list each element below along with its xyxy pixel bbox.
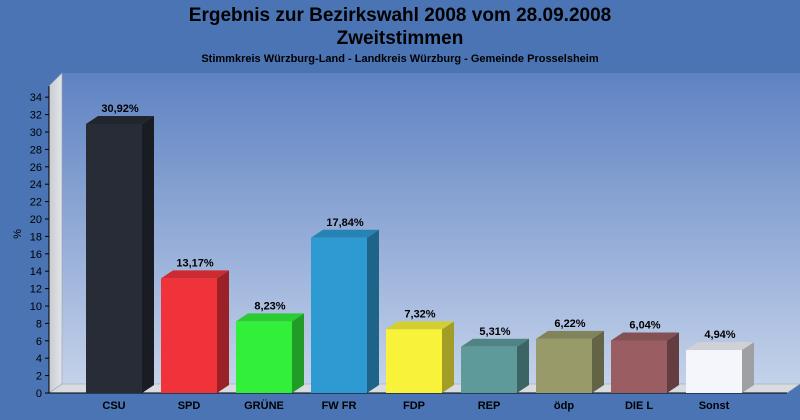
bar-side [142,115,154,393]
bar-ödp: 6,22% ödp [536,318,604,412]
y-tick-label: 26 [30,162,42,174]
bar-fdp: 7,32% FDP [386,308,454,412]
bar [686,350,742,393]
y-tick-label: 24 [30,179,42,191]
data-label: 5,31% [479,326,510,338]
bar [161,278,217,393]
bar [461,346,517,393]
data-label: 17,84% [326,217,364,229]
bar [611,340,667,393]
bar-rep: 5,31% REP [461,326,529,412]
plot-side-wall [48,72,63,394]
bar-csu: 30,92% CSU [86,103,154,412]
plot-back-wall [62,73,800,384]
x-tick-label: REP [478,400,501,412]
bar-top [686,342,754,351]
x-tick-label: DIE L [625,400,653,412]
x-tick-label: SPD [178,400,201,412]
y-tick-label: 12 [30,284,42,296]
bar [236,321,292,393]
bar [536,338,592,393]
data-label: 8,23% [254,300,285,312]
bar-grüne: 8,23% GRÜNE [236,300,304,412]
chart-caption: Stimmkreis Würzburg-Land - Landkreis Wür… [201,53,599,65]
bar-sonst: 4,94% Sonst [686,329,754,412]
bar [311,237,367,393]
bar-top [536,330,604,339]
y-tick-label: 20 [30,214,42,226]
y-tick-label: 0 [36,388,42,400]
x-tick-label: ödp [554,400,574,412]
y-tick-label: 34 [30,92,42,104]
bar-side [592,330,604,393]
x-tick-label: GRÜNE [244,399,284,412]
bar-top [611,332,679,341]
y-tick-label: 4 [36,353,42,365]
y-tick-label: 14 [30,266,42,278]
data-label: 6,04% [629,319,660,331]
bar-side [742,342,754,393]
bar-side [217,270,229,393]
bar-top [236,313,304,322]
chart-titles: Ergebnis zur Bezirkswahl 2008 vom 28.09.… [0,4,800,67]
y-tick-label: 18 [30,231,42,243]
bar-spd: 13,17% SPD [161,257,229,412]
bar-top [311,229,379,238]
bar-side [667,332,679,393]
y-axis-label: % [12,229,24,239]
bar-side [367,229,379,393]
bar-top [161,270,229,279]
y-tick-label: 28 [30,144,42,156]
y-tick-label: 2 [36,371,42,383]
bar-die-l: 6,04% DIE L [611,319,679,412]
x-tick-label: FDP [403,400,425,412]
bar [386,329,442,393]
y-tick-label: 32 [30,110,42,122]
bars: 30,92% CSU 13,17% SPD 8,23% GRÜNE 17,84% FW FR 7… [86,103,754,412]
bar-top [461,338,529,347]
data-label: 13,17% [176,257,214,269]
x-tick-label: FW FR [322,400,357,412]
data-label: 6,22% [554,318,585,330]
bar [86,123,142,393]
data-label: 30,92% [101,103,139,115]
data-label: 4,94% [704,329,735,341]
y-tick-label: 22 [30,197,42,209]
bar-top [386,321,454,330]
bar-top [86,115,154,124]
bar-side [292,313,304,393]
bar-fw-fr: 17,84% FW FR [311,217,379,412]
chart-subtitle: Zweitstimmen [336,28,464,49]
chart-title: Ergebnis zur Bezirkswahl 2008 vom 28.09.… [188,5,612,26]
y-tick-label: 30 [30,127,42,139]
data-label: 7,32% [404,308,435,320]
bar-side [442,321,454,393]
y-tick-label: 10 [30,301,42,313]
y-tick-label: 8 [36,318,42,330]
bar-side [517,338,529,393]
x-tick-label: Sonst [699,400,730,412]
y-tick-label: 16 [30,249,42,261]
y-tick-label: 6 [36,336,42,348]
x-tick-label: CSU [102,400,125,412]
